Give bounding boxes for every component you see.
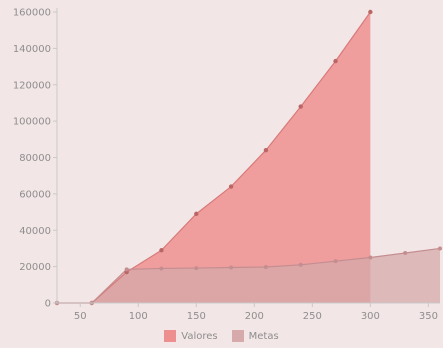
point-metas-3: [159, 266, 164, 271]
point-valores-9: [368, 9, 373, 15]
point-valores-3: [159, 248, 164, 253]
point-metas-6: [263, 264, 268, 269]
x-tick-label-3: 200: [245, 311, 264, 322]
point-valores-5: [228, 184, 234, 189]
line-metas: [57, 247, 441, 304]
point-metas-4: [194, 266, 199, 271]
legend-item-valores[interactable]: Valores: [164, 330, 218, 342]
legend-swatch-metas: [231, 330, 244, 342]
legend-swatch-valores: [164, 330, 177, 342]
y-tick-label-1: 20000: [19, 262, 51, 273]
point-valores-4: [194, 211, 199, 217]
x-tick-label-2: 150: [187, 311, 206, 322]
legend-label-valores: Valores: [181, 330, 218, 342]
point-metas-5: [229, 265, 234, 270]
point-metas-10: [403, 250, 408, 255]
point-metas-9: [368, 255, 373, 260]
point-valores-8: [333, 58, 338, 64]
area-metas: [57, 248, 440, 303]
point-valores-6: [263, 148, 269, 153]
x-tick-label-0: 50: [74, 311, 87, 322]
legend-item-metas[interactable]: Metas: [231, 330, 279, 342]
point-metas-7: [298, 262, 303, 267]
point-metas-8: [333, 259, 338, 264]
y-tick-label-6: 120000: [13, 80, 51, 91]
y-tick-label-5: 100000: [13, 117, 51, 128]
y-tick-label-2: 40000: [19, 226, 51, 237]
y-tick-label-0: 0: [45, 299, 51, 310]
x-tick-label-6: 350: [419, 311, 438, 322]
legend-label-metas: Metas: [248, 330, 279, 342]
point-metas-2: [124, 267, 129, 272]
legend: Valores Metas: [0, 328, 443, 344]
x-tick-label-1: 100: [129, 311, 148, 322]
y-tick-label-7: 140000: [13, 44, 51, 55]
area-valores: [57, 12, 371, 303]
point-metas-11: [438, 246, 442, 251]
y-tick-label-4: 80000: [19, 153, 51, 164]
y-tick-label-3: 60000: [19, 189, 51, 200]
point-valores-7: [298, 104, 303, 109]
x-tick-label-4: 250: [303, 311, 322, 322]
y-tick-label-8: 160000: [13, 8, 51, 19]
x-tick-label-5: 300: [361, 311, 380, 322]
line-valores: [57, 11, 371, 304]
